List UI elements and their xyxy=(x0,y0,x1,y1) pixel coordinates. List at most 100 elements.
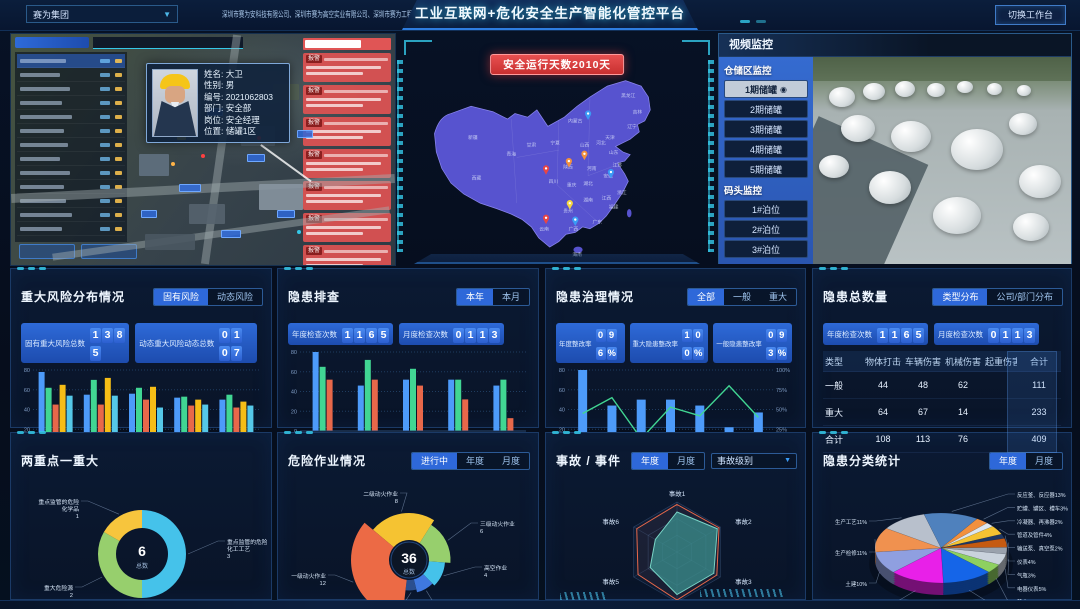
stat-chip: 年度检查次数 1 1 6 5 xyxy=(288,323,393,345)
video-source-2#泊位[interactable]: 2#泊位 xyxy=(724,220,808,238)
site-list-item[interactable] xyxy=(17,222,125,236)
panel-title: 隐患治理情况 xyxy=(556,290,635,304)
alert-card[interactable]: 报警 xyxy=(303,213,391,242)
site-list-item[interactable] xyxy=(17,68,125,82)
alert-card[interactable]: 报警 xyxy=(303,53,391,82)
tab-月度[interactable]: 月度 xyxy=(1034,455,1053,466)
map-label-chip[interactable] xyxy=(297,130,313,138)
site-list-item[interactable] xyxy=(17,166,125,180)
map-pin[interactable] xyxy=(581,150,588,161)
map-label-chip[interactable] xyxy=(141,210,157,218)
alert-filter[interactable] xyxy=(303,38,391,50)
tab-类型分布[interactable]: 类型分布 xyxy=(933,288,988,305)
tab-一般[interactable]: 一般 xyxy=(732,291,751,302)
svg-text:四川: 四川 xyxy=(549,179,559,185)
map-pin[interactable] xyxy=(566,200,573,210)
page-title: 工业互联网+危化安全生产智能化管控平台 xyxy=(415,6,685,21)
tab-本月[interactable]: 本月 xyxy=(501,291,520,302)
person-field: 岗位: 安全经理 xyxy=(204,114,260,125)
stat-digit: 3 xyxy=(102,328,113,343)
video-source-3期储罐[interactable]: 3期储罐 xyxy=(724,120,808,138)
stat-digit: 9 xyxy=(776,329,787,342)
video-source-3#泊位[interactable]: 3#泊位 xyxy=(724,240,808,258)
alert-card[interactable]: 报警 xyxy=(303,117,391,146)
table-cell: 44 xyxy=(877,380,888,390)
site-list-item[interactable] xyxy=(17,138,125,152)
tab-月度[interactable]: 月度 xyxy=(501,455,520,466)
alert-card[interactable]: 报警 xyxy=(303,85,391,114)
site-list-item[interactable] xyxy=(17,54,125,68)
site-list-item[interactable] xyxy=(17,152,125,166)
tab-年度[interactable]: 年度 xyxy=(989,452,1026,469)
svg-text:80: 80 xyxy=(24,368,30,374)
tab-年度[interactable]: 年度 xyxy=(465,455,484,466)
map-pin[interactable] xyxy=(584,110,592,120)
site-list-item[interactable] xyxy=(17,124,125,138)
map-pin[interactable] xyxy=(607,168,615,179)
tab-本年[interactable]: 本年 xyxy=(456,288,493,305)
alert-card[interactable]: 报警 xyxy=(303,245,391,265)
site-list-item[interactable] xyxy=(17,180,125,194)
panel-risk-distribution: 重大风险分布情况 固有风险 动态风险 固有重大风险总数 1 3 85 动态重大风险动态总数… xyxy=(10,267,272,470)
svg-text:事故5: 事故5 xyxy=(602,577,619,586)
map-footer-decoration xyxy=(414,254,700,264)
map-pin[interactable] xyxy=(542,214,550,225)
map-pin[interactable] xyxy=(542,165,550,175)
stat-chip: 年度整改率 0 96% xyxy=(556,323,625,363)
map-pin[interactable] xyxy=(572,216,579,226)
site-list-item[interactable] xyxy=(17,82,125,96)
svg-text:100%: 100% xyxy=(776,368,790,374)
site-list-item[interactable] xyxy=(17,96,125,110)
svg-text:青海: 青海 xyxy=(507,151,517,158)
tab-月度[interactable]: 月度 xyxy=(676,455,695,466)
site-list-item[interactable] xyxy=(17,110,125,124)
site-panel-tab[interactable] xyxy=(15,37,89,48)
stat-digit: 5 xyxy=(913,328,924,343)
map-label-chip[interactable] xyxy=(277,210,295,218)
company-selector[interactable]: 赛为集团 ▼ xyxy=(26,5,178,23)
site-list-item[interactable] xyxy=(17,208,125,222)
site-toolbar-chip[interactable] xyxy=(19,244,75,259)
svg-text:60: 60 xyxy=(24,388,30,394)
tab-年度[interactable]: 年度 xyxy=(631,452,668,469)
accident-type-select[interactable]: 事故级别 ▼ xyxy=(711,452,797,469)
taiwan-island xyxy=(626,209,632,218)
map-label-chip[interactable] xyxy=(247,154,265,162)
video-source-4期储罐[interactable]: 4期储罐 xyxy=(724,140,808,158)
tab-全部[interactable]: 全部 xyxy=(687,288,724,305)
alert-card[interactable]: 报警 xyxy=(303,181,391,210)
stat-chip: 一般隐患整改率 0 93% xyxy=(713,323,792,363)
storage-tank xyxy=(951,129,1003,170)
tab-重大[interactable]: 重大 xyxy=(768,291,787,302)
accident-type-value: 事故级别 xyxy=(717,456,754,466)
site-toolbar-chip[interactable] xyxy=(81,244,137,259)
stat-digit: 1 xyxy=(682,329,693,342)
alert-filter-select[interactable] xyxy=(305,40,361,48)
tab-固有风险[interactable]: 固有风险 xyxy=(153,288,208,305)
site-search-bar[interactable] xyxy=(93,37,243,49)
tab-动态风险[interactable]: 动态风险 xyxy=(216,291,253,302)
storage-tank xyxy=(829,87,855,107)
tab-公司/部门分布[interactable]: 公司/部门分布 xyxy=(996,291,1053,302)
video-panel: 视频监控 仓储区监控 1期储罐 ◉ 2期储罐 3期储罐 4期储罐 5期储罐 码头监控 1#泊位 2… xyxy=(718,33,1072,264)
svg-text:40: 40 xyxy=(559,408,565,414)
alert-card[interactable]: 报警 xyxy=(303,149,391,178)
building-graphic xyxy=(145,234,195,250)
map-label-chip[interactable] xyxy=(221,230,241,238)
stat-digit: 0 xyxy=(682,347,693,360)
map-pin[interactable] xyxy=(565,157,572,168)
video-source-list: 仓储区监控 1期储罐 ◉ 2期储罐 3期储罐 4期储罐 5期储罐 码头监控 1#泊位 2#泊位 3#… xyxy=(719,57,813,264)
tab-进行中[interactable]: 进行中 xyxy=(411,452,457,469)
video-source-1#泊位[interactable]: 1#泊位 xyxy=(724,200,808,218)
video-source-1期储罐[interactable]: 1期储罐 ◉ xyxy=(724,80,808,98)
table-header: 机械伤害 xyxy=(945,356,982,367)
cctv-still-tanks[interactable] xyxy=(813,57,1071,264)
video-source-5期储罐[interactable]: 5期储罐 xyxy=(724,160,808,178)
site-list-item[interactable] xyxy=(17,194,125,208)
video-source-2期储罐[interactable]: 2期储罐 xyxy=(724,100,808,118)
map-label-chip[interactable] xyxy=(179,184,201,192)
svg-text:生产检修11%: 生产检修11% xyxy=(835,549,867,557)
switch-workbench-button[interactable]: 切换工作台 xyxy=(994,5,1066,25)
